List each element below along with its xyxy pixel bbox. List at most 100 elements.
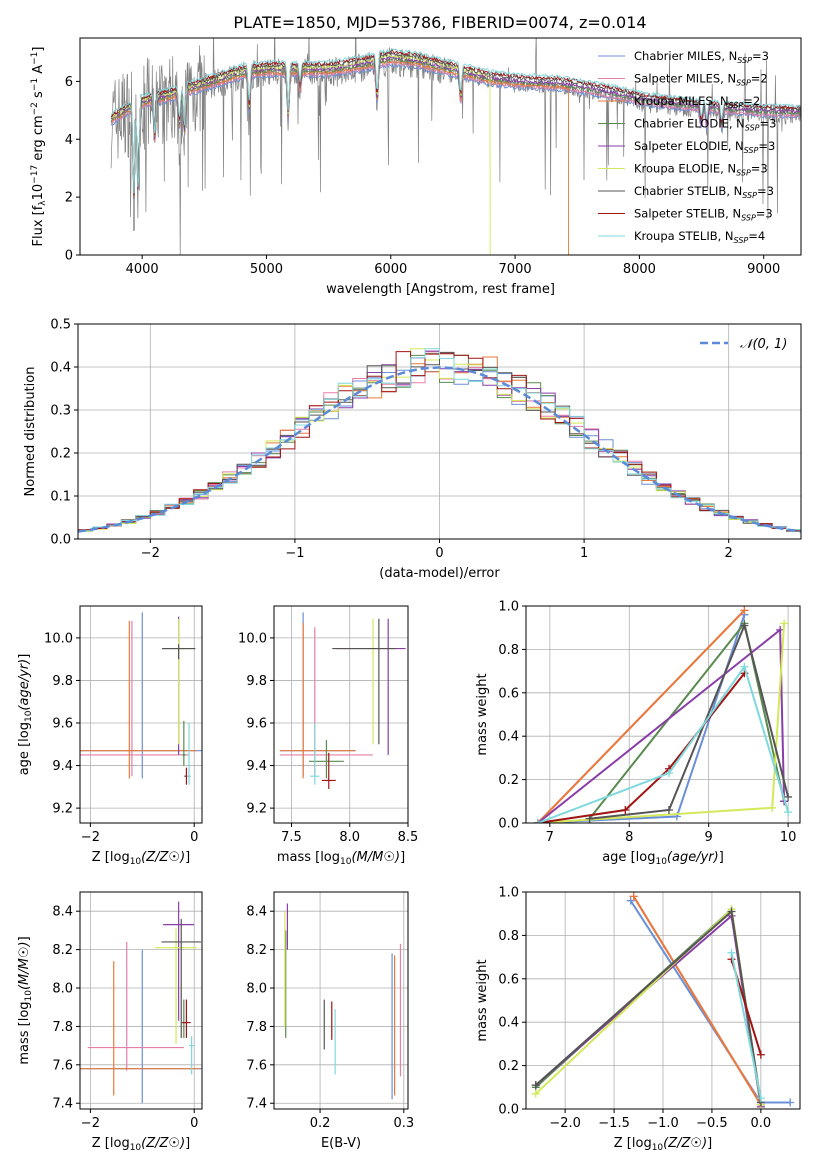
y-tick-label: 0.2 xyxy=(50,447,71,462)
weight-marker-8 xyxy=(621,805,630,814)
x-tick-label: 6000 xyxy=(374,262,407,277)
age-vs-Z-axes-box xyxy=(79,605,203,824)
label-part: −2 xyxy=(30,102,40,115)
y-tick-label: 0.0 xyxy=(50,533,71,548)
legend-entry: Kroupa MILES, NSSP=2 xyxy=(634,94,760,110)
weight-marker-7 xyxy=(664,805,673,814)
x-axis-label: Z [log10(Z/Z☉)] xyxy=(92,1136,190,1153)
legend-sub: SSP xyxy=(736,169,751,178)
x-axis-label: E(B-V) xyxy=(321,1136,361,1151)
y-tick-label: 7.6 xyxy=(246,1058,267,1073)
label-part: ] xyxy=(17,936,32,941)
legend-count: =3 xyxy=(756,207,773,221)
x-tick-label: 0 xyxy=(190,830,198,845)
label-part: (Z/Z☉) xyxy=(141,850,185,865)
legend-entry: Salpeter MILES, NSSP=2 xyxy=(634,72,768,88)
legend-count: =3 xyxy=(757,184,774,198)
legend-name: Kroupa STELIB, N xyxy=(634,229,734,243)
y-tick-label: 8.2 xyxy=(52,943,73,958)
x-tick-label: 8.0 xyxy=(339,830,360,845)
weight-marker-7 xyxy=(740,621,749,630)
y-tick-label: 4 xyxy=(65,133,73,148)
x-tick-label: 7.5 xyxy=(281,830,302,845)
y-tick-label: 0.3 xyxy=(50,404,71,419)
x-tick-label: 0 xyxy=(435,546,443,561)
x-tick-label: 7 xyxy=(546,830,554,845)
label-part: Flux [f xyxy=(31,205,46,246)
y-tick-label: 10.0 xyxy=(238,631,267,646)
weight-line-5 xyxy=(535,913,762,1107)
y-tick-label: 9.4 xyxy=(246,759,267,774)
x-tick-label: 9000 xyxy=(747,262,780,277)
weight-line-9 xyxy=(537,664,790,823)
weight-marker-9 xyxy=(784,808,793,817)
y-tick-label: 0.6 xyxy=(498,686,519,701)
legend-name: Salpeter STELIB, N xyxy=(634,207,741,221)
legend-sub: SSP xyxy=(734,236,749,245)
weight-marker-9 xyxy=(756,1094,765,1103)
label-part: (age/yr) xyxy=(667,850,719,865)
model-spectrum-line-7 xyxy=(110,51,801,196)
spectrum-plot-area xyxy=(110,38,801,255)
legend-sub: SSP xyxy=(729,101,744,110)
legend-name: Chabrier ELODIE, N xyxy=(634,117,745,131)
label-part: ] xyxy=(400,850,405,865)
label-part: s xyxy=(31,91,46,102)
y-tick-label: 0.4 xyxy=(498,1016,519,1031)
legend-count: =4 xyxy=(748,229,765,243)
weight-line-3 xyxy=(632,895,762,1106)
weight-line-7 xyxy=(535,909,762,1103)
legend-sub: SSP xyxy=(736,79,751,88)
legend-count: =3 xyxy=(760,117,777,131)
weight-line-7 xyxy=(589,622,790,820)
x-tick-label: 8000 xyxy=(623,262,656,277)
legend-entry: Kroupa STELIB, NSSP=4 xyxy=(634,229,765,245)
x-tick-label: 0.2 xyxy=(310,1116,331,1131)
label-sub: 10 xyxy=(24,710,34,722)
y-tick-label: 0 xyxy=(65,249,73,264)
weight-line-5 xyxy=(537,627,786,823)
label-part: (age/yr) xyxy=(17,659,32,711)
y-tick-label: 0.0 xyxy=(498,817,519,832)
weight-marker-3 xyxy=(740,606,749,615)
y-tick-label: 0.4 xyxy=(498,730,519,745)
x-tick-label: 4000 xyxy=(126,262,159,277)
model-spectrum-line-4 xyxy=(110,57,801,196)
residual-histogram-9 xyxy=(78,348,801,532)
spectrum-panel: 4000 5000 6000 7000 8000 9000 0 2 4 6 wavelength [… xyxy=(30,37,802,297)
weight-line-3 xyxy=(537,609,746,823)
legend-entry: Chabrier STELIB, NSSP=3 xyxy=(634,184,774,200)
y-axis-label: mass [log10(M/M☉)] xyxy=(17,936,34,1064)
legend-entry: Salpeter ELODIE, NSSP=3 xyxy=(634,139,775,155)
age-vs-mass-axes-box xyxy=(273,605,409,824)
y-tick-label: 0.1 xyxy=(50,490,71,505)
y-axis-label: mass weight xyxy=(475,673,490,755)
legend-sub: SSP xyxy=(745,124,760,133)
residuals-plot-area xyxy=(78,348,801,533)
age-vs-Z-panel: −2 09.29.49.69.810.0Z [log10(Z/Z☉)]age [l… xyxy=(17,605,203,867)
y-tick-label: 0.8 xyxy=(498,643,519,658)
mass-vs-Z-axes-box xyxy=(79,891,203,1110)
x-tick-label: 8.5 xyxy=(398,830,419,845)
x-tick-label: 0.3 xyxy=(393,1116,414,1131)
weight-line-9 xyxy=(730,952,762,1099)
label-part: Z [log xyxy=(614,1136,652,1151)
weight-line-6 xyxy=(535,907,762,1105)
label-part: mass [log xyxy=(17,1001,32,1064)
x-tick-label: 8 xyxy=(625,830,633,845)
x-tick-label: −2 xyxy=(141,546,160,561)
legend-sub: SSP xyxy=(741,214,756,223)
weight-line-8 xyxy=(537,672,746,823)
label-part: Z [log xyxy=(92,1136,130,1151)
weight-marker-9 xyxy=(664,769,673,778)
weight-marker-9 xyxy=(740,662,749,671)
y-tick-label: 0.2 xyxy=(498,773,519,788)
label-sub: 10 xyxy=(652,1143,664,1153)
legend-count: =3 xyxy=(752,49,769,63)
x-tick-label: −2 xyxy=(81,1116,100,1131)
y-tick-label: 6 xyxy=(65,75,73,90)
label-part: ] xyxy=(707,1136,712,1151)
label-sub: 10 xyxy=(24,990,34,1002)
